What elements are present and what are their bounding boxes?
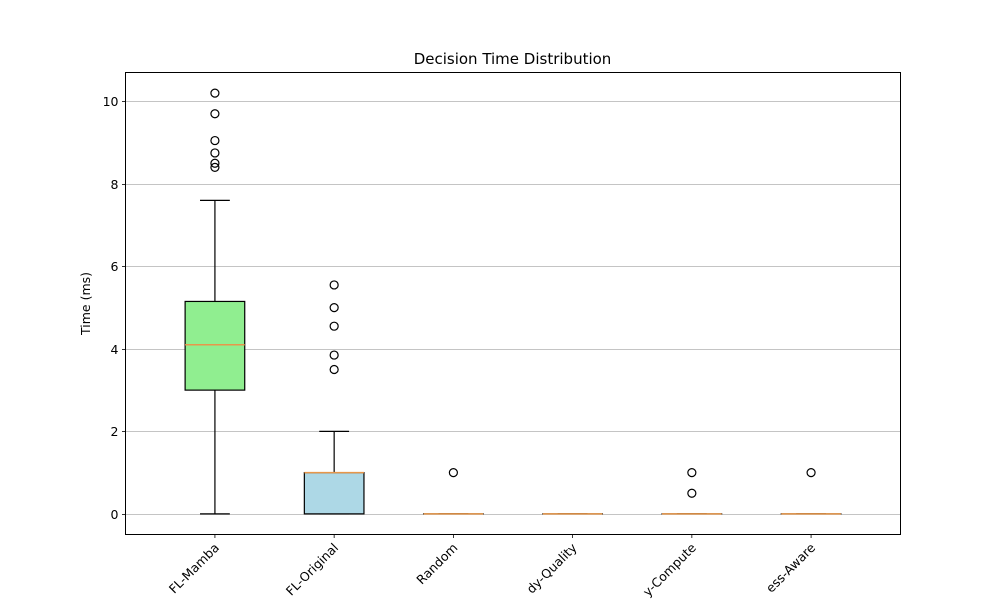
outlier-point <box>687 488 697 498</box>
outlier-point <box>806 468 816 478</box>
box-2 <box>303 280 365 515</box>
box-series <box>184 88 842 515</box>
x-tick-label: FL-Original <box>283 540 341 598</box>
y-axis-label: Time (ms) <box>78 272 93 336</box>
x-tick-label: Random <box>413 540 460 587</box>
outlier-point <box>210 162 220 172</box>
y-axis: 0 2 4 6 8 10 <box>103 94 126 522</box>
iqr-box <box>184 300 246 391</box>
y-tick-label: 2 <box>111 424 119 439</box>
grid-lines <box>125 101 901 515</box>
plot-frame <box>125 72 901 535</box>
box-6 <box>780 468 842 515</box>
outlier-point <box>329 321 339 331</box>
outlier-point <box>329 303 339 313</box>
outlier-point <box>210 109 220 119</box>
outlier-point <box>329 350 339 360</box>
y-tick-label: 4 <box>111 342 119 357</box>
outlier-point <box>210 88 220 98</box>
x-tick-label: ess-Aware <box>763 540 819 596</box>
box-1 <box>184 88 246 515</box>
y-tick-label: 0 <box>111 507 119 522</box>
x-axis: FL-Mamba FL-Original Random dy-Quality y-Com… <box>166 534 819 599</box>
outlier-point <box>448 468 458 478</box>
x-tick-label: dy-Quality <box>523 540 580 597</box>
x-tick-label: y-Compute <box>640 540 699 599</box>
outlier-point <box>329 364 339 375</box>
outlier-point <box>210 158 220 168</box>
y-tick-label: 6 <box>111 259 119 274</box>
y-tick-label: 8 <box>111 177 119 192</box>
outlier-point <box>210 148 220 158</box>
iqr-box <box>303 472 365 515</box>
chart-title: Decision Time Distribution <box>414 50 612 68</box>
y-tick-label: 10 <box>103 94 119 109</box>
box-3 <box>422 468 484 515</box>
x-tick-label: FL-Mamba <box>166 540 222 596</box>
outlier-point <box>210 135 220 146</box>
outlier-point <box>687 468 697 478</box>
box-5 <box>661 468 723 515</box>
outlier-point <box>329 280 339 290</box>
